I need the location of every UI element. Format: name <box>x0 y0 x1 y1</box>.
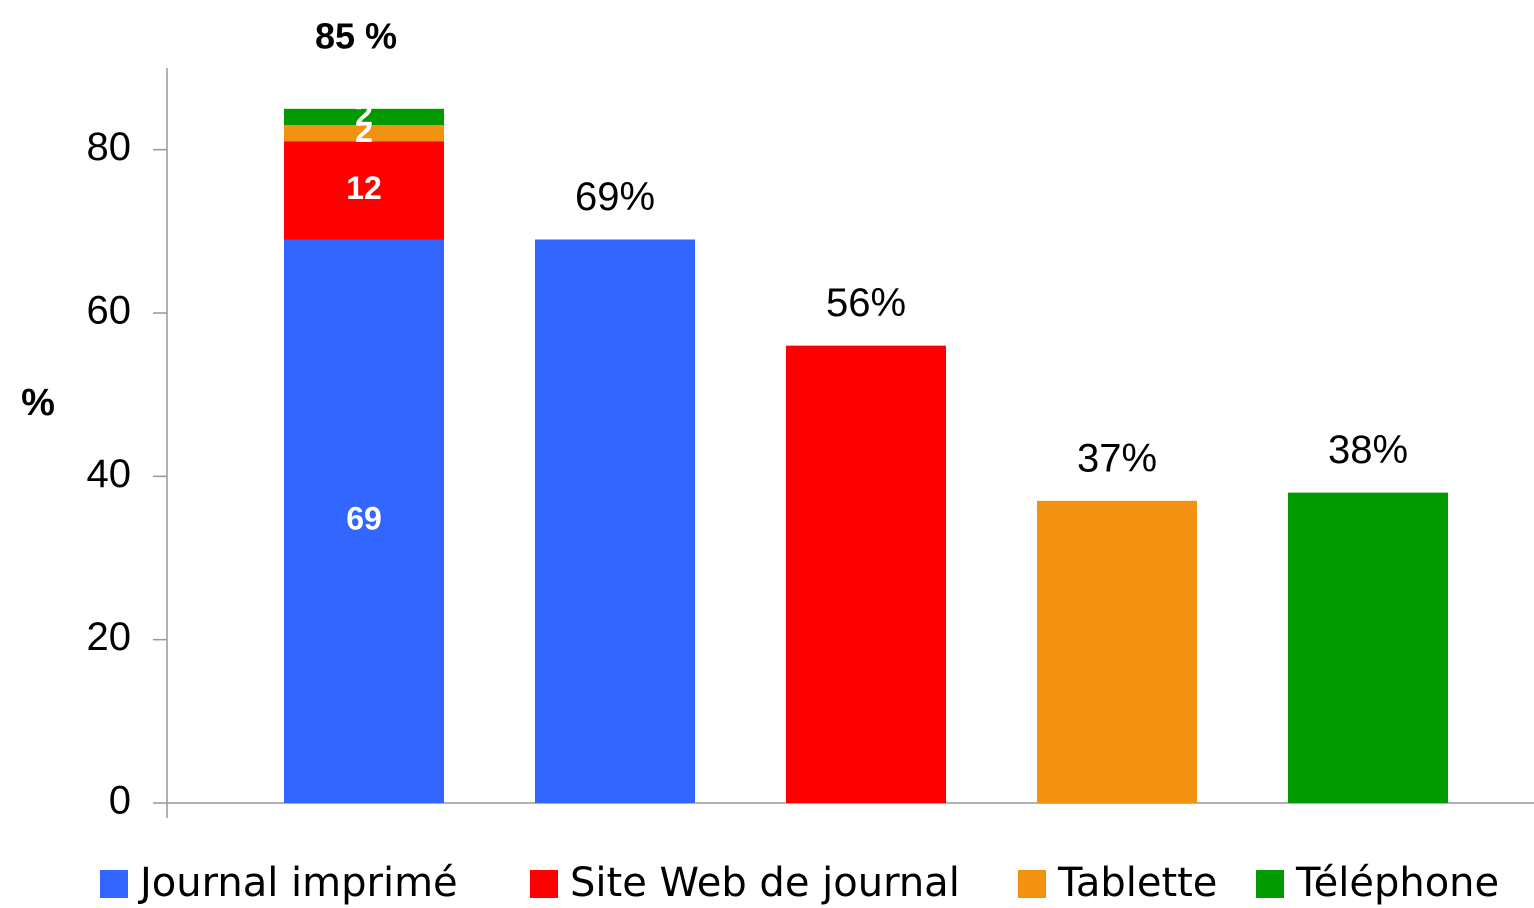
bar-segment <box>535 239 695 803</box>
y-tick-label: 80 <box>87 125 132 169</box>
segment-label: 69 <box>346 501 382 537</box>
value-label: 38% <box>1328 428 1408 472</box>
y-tick-label: 20 <box>87 615 132 659</box>
legend-swatch <box>100 870 128 898</box>
bar-segment <box>284 141 444 240</box>
legend-label: Journal imprimé <box>137 860 458 906</box>
value-label: 56% <box>826 281 906 325</box>
bar-segment <box>284 108 444 126</box>
segment-label: 2 <box>355 96 373 132</box>
y-axis-label: % <box>21 382 55 424</box>
legend-label: Tablette <box>1057 860 1217 906</box>
total-label: 85 % <box>315 15 397 56</box>
bar-segment <box>284 125 444 142</box>
bar-segment <box>786 345 946 803</box>
segment-label: 12 <box>346 170 382 206</box>
y-tick-label: 60 <box>87 289 132 333</box>
bar-segment <box>284 239 444 803</box>
legend-label: Site Web de journal <box>570 860 960 906</box>
legend-swatch <box>1256 870 1284 898</box>
legend-label: Téléphone <box>1295 860 1499 906</box>
y-tick-label: 0 <box>109 779 131 823</box>
value-label: 37% <box>1077 436 1157 480</box>
y-tick-label: 40 <box>87 452 132 496</box>
legend-swatch <box>1018 870 1046 898</box>
bar-segment <box>1288 492 1448 803</box>
legend-swatch <box>530 870 558 898</box>
value-label: 69% <box>575 175 655 219</box>
bar-segment <box>1037 500 1197 803</box>
